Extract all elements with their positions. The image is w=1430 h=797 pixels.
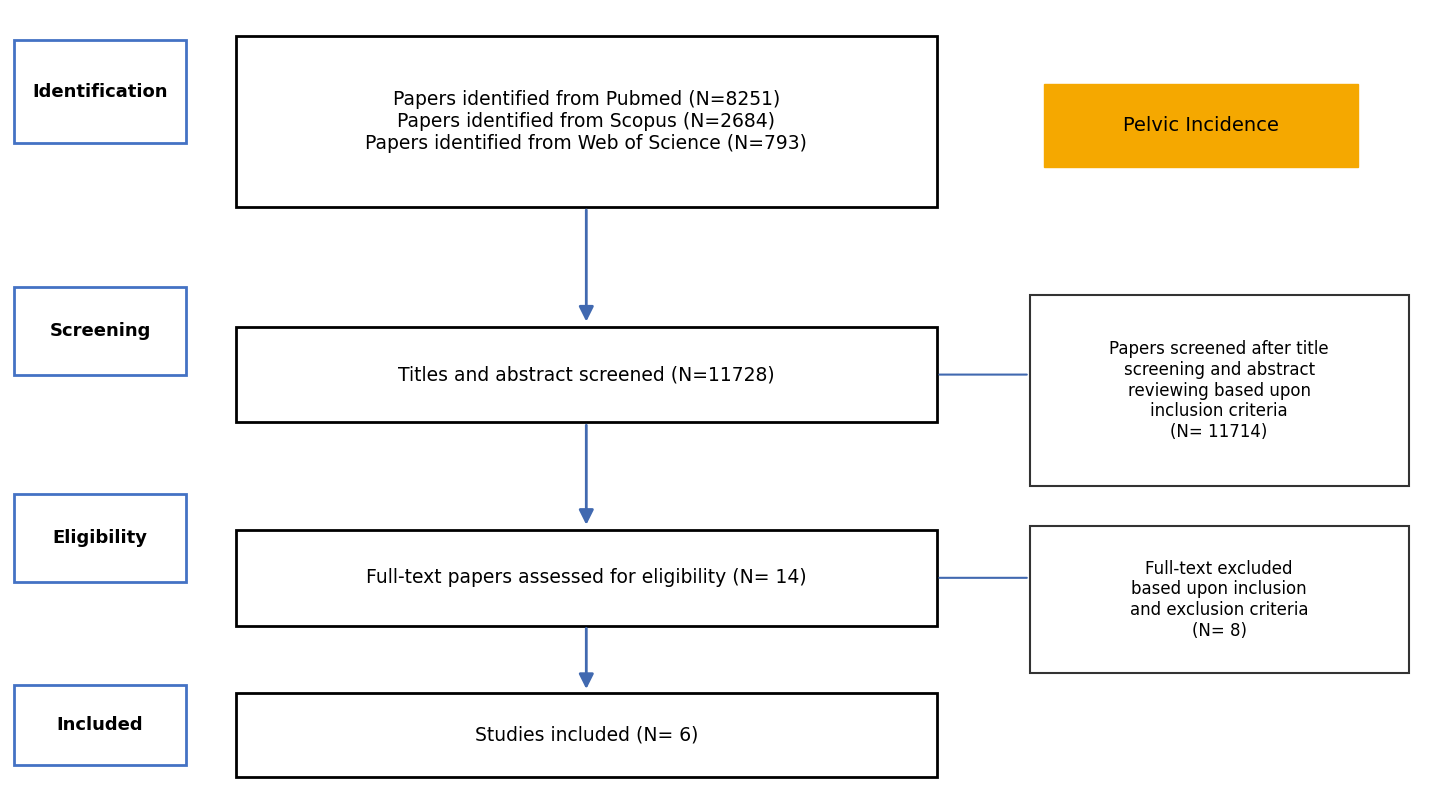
Text: Studies included (N= 6): Studies included (N= 6) [475,726,698,744]
Text: Included: Included [57,717,143,734]
Text: Full-text papers assessed for eligibility (N= 14): Full-text papers assessed for eligibilit… [366,568,807,587]
Bar [14,287,186,375]
Bar [236,36,937,207]
Text: Titles and abstract screened (N=11728): Titles and abstract screened (N=11728) [398,365,775,384]
Bar [1030,526,1409,673]
Bar [14,40,186,143]
Bar [14,685,186,765]
Bar [236,693,937,777]
Bar [236,327,937,422]
Text: Papers screened after title
screening and abstract
reviewing based upon
inclusio: Papers screened after title screening an… [1110,340,1328,441]
Text: Screening: Screening [50,322,150,340]
Bar [1044,84,1358,167]
Text: Identification: Identification [33,83,167,100]
Text: Papers identified from Pubmed (N=8251)
Papers identified from Scopus (N=2684)
Pa: Papers identified from Pubmed (N=8251) P… [365,90,808,153]
Text: Eligibility: Eligibility [53,529,147,547]
Bar [1030,295,1409,486]
Bar [236,530,937,626]
Text: Full-text excluded
based upon inclusion
and exclusion criteria
(N= 8): Full-text excluded based upon inclusion … [1130,559,1308,640]
Bar [14,494,186,582]
Text: Pelvic Incidence: Pelvic Incidence [1123,116,1280,135]
